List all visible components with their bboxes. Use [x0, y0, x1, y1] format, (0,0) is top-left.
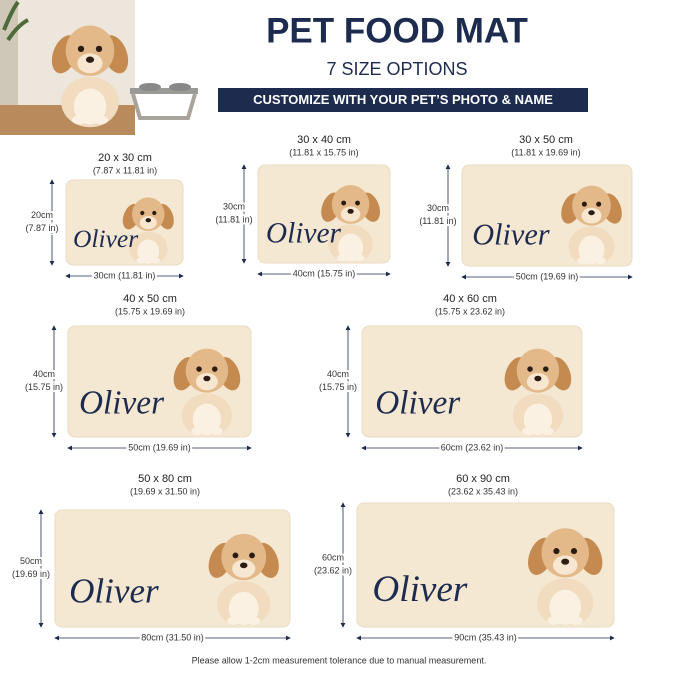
height-label: 30cm — [223, 201, 245, 211]
size-title: 40 x 50 cm — [123, 293, 177, 305]
pet-name: Oliver — [69, 571, 159, 610]
pet-name: Oliver — [266, 217, 342, 249]
mat-card: 40 x 50 cm(15.75 x 19.69 in) Oliver 40cm (1… — [23, 293, 252, 454]
banner: CUSTOMIZE WITH YOUR PET’S PHOTO & NAME — [253, 92, 553, 107]
size-inches: (7.87 x 11.81 in) — [93, 165, 157, 175]
height-label: 30cm — [427, 203, 449, 213]
size-inches: (15.75 x 19.69 in) — [115, 306, 185, 316]
width-label: 90cm (35.43 in) — [454, 632, 517, 642]
height-inches: (11.81 in) — [215, 214, 252, 224]
height-label: 40cm — [327, 369, 349, 379]
height-label: 50cm — [20, 556, 42, 566]
size-title: 40 x 60 cm — [443, 293, 497, 305]
pet-name: Oliver — [73, 224, 138, 253]
height-inches: (11.81 in) — [419, 216, 456, 226]
height-inches: (23.62 in) — [314, 565, 352, 575]
size-inches: (15.75 x 23.62 in) — [435, 306, 505, 316]
width-label: 80cm (31.50 in) — [141, 632, 204, 642]
size-title: 30 x 40 cm — [297, 134, 351, 146]
size-inches: (11.81 x 15.75 in) — [289, 147, 358, 157]
height-label: 60cm — [322, 552, 344, 562]
width-label: 40cm (15.75 in) — [293, 268, 356, 278]
height-inches: (15.75 in) — [319, 382, 357, 392]
mat-card: 30 x 40 cm(11.81 x 15.75 in) Oliver 30cm (1… — [213, 134, 391, 280]
width-label: 50cm (19.69 in) — [128, 442, 191, 452]
size-title: 50 x 80 cm — [138, 473, 192, 485]
mat-card: 20 x 30 cm(7.87 x 11.81 in) Oliver 20cm (7.… — [23, 152, 184, 282]
pet-name: Oliver — [375, 385, 461, 422]
height-inches: (15.75 in) — [25, 382, 63, 392]
mat-card: 30 x 50 cm(11.81 x 19.69 in) Oliver 30cm (1… — [417, 134, 633, 283]
size-title: 20 x 30 cm — [98, 152, 152, 164]
height-label: 20cm — [31, 210, 53, 220]
pet-name: Oliver — [472, 218, 550, 252]
hero-photo — [0, 0, 198, 135]
banner-bg — [218, 88, 588, 112]
height-inches: (7.87 in) — [25, 223, 58, 233]
width-label: 50cm (19.69 in) — [516, 271, 579, 281]
mat-card: 60 x 90 cm(23.62 x 35.43 in) Oliver 60cm (2… — [312, 473, 615, 644]
footer-note: Please allow 1-2cm measurement tolerance… — [192, 655, 487, 665]
size-inches: (23.62 x 35.43 in) — [448, 486, 518, 496]
mat-card: 50 x 80 cm(19.69 x 31.50 in) Oliver 50cm (1… — [10, 473, 291, 644]
size-title: 60 x 90 cm — [456, 473, 510, 485]
pet-name: Oliver — [372, 569, 468, 610]
width-label: 60cm (23.62 in) — [441, 442, 504, 452]
size-inches: (11.81 x 19.69 in) — [511, 147, 580, 157]
mat-card: 40 x 60 cm(15.75 x 23.62 in) Oliver 40cm (1… — [317, 293, 583, 454]
subtitle: 7 SIZE OPTIONS — [326, 59, 467, 79]
size-inches: (19.69 x 31.50 in) — [130, 486, 200, 496]
size-title: 30 x 50 cm — [519, 134, 573, 146]
pet-name: Oliver — [79, 385, 165, 422]
title: PET FOOD MAT — [266, 11, 528, 50]
height-inches: (19.69 in) — [12, 569, 50, 579]
height-label: 40cm — [33, 369, 55, 379]
width-label: 30cm (11.81 in) — [94, 270, 156, 280]
